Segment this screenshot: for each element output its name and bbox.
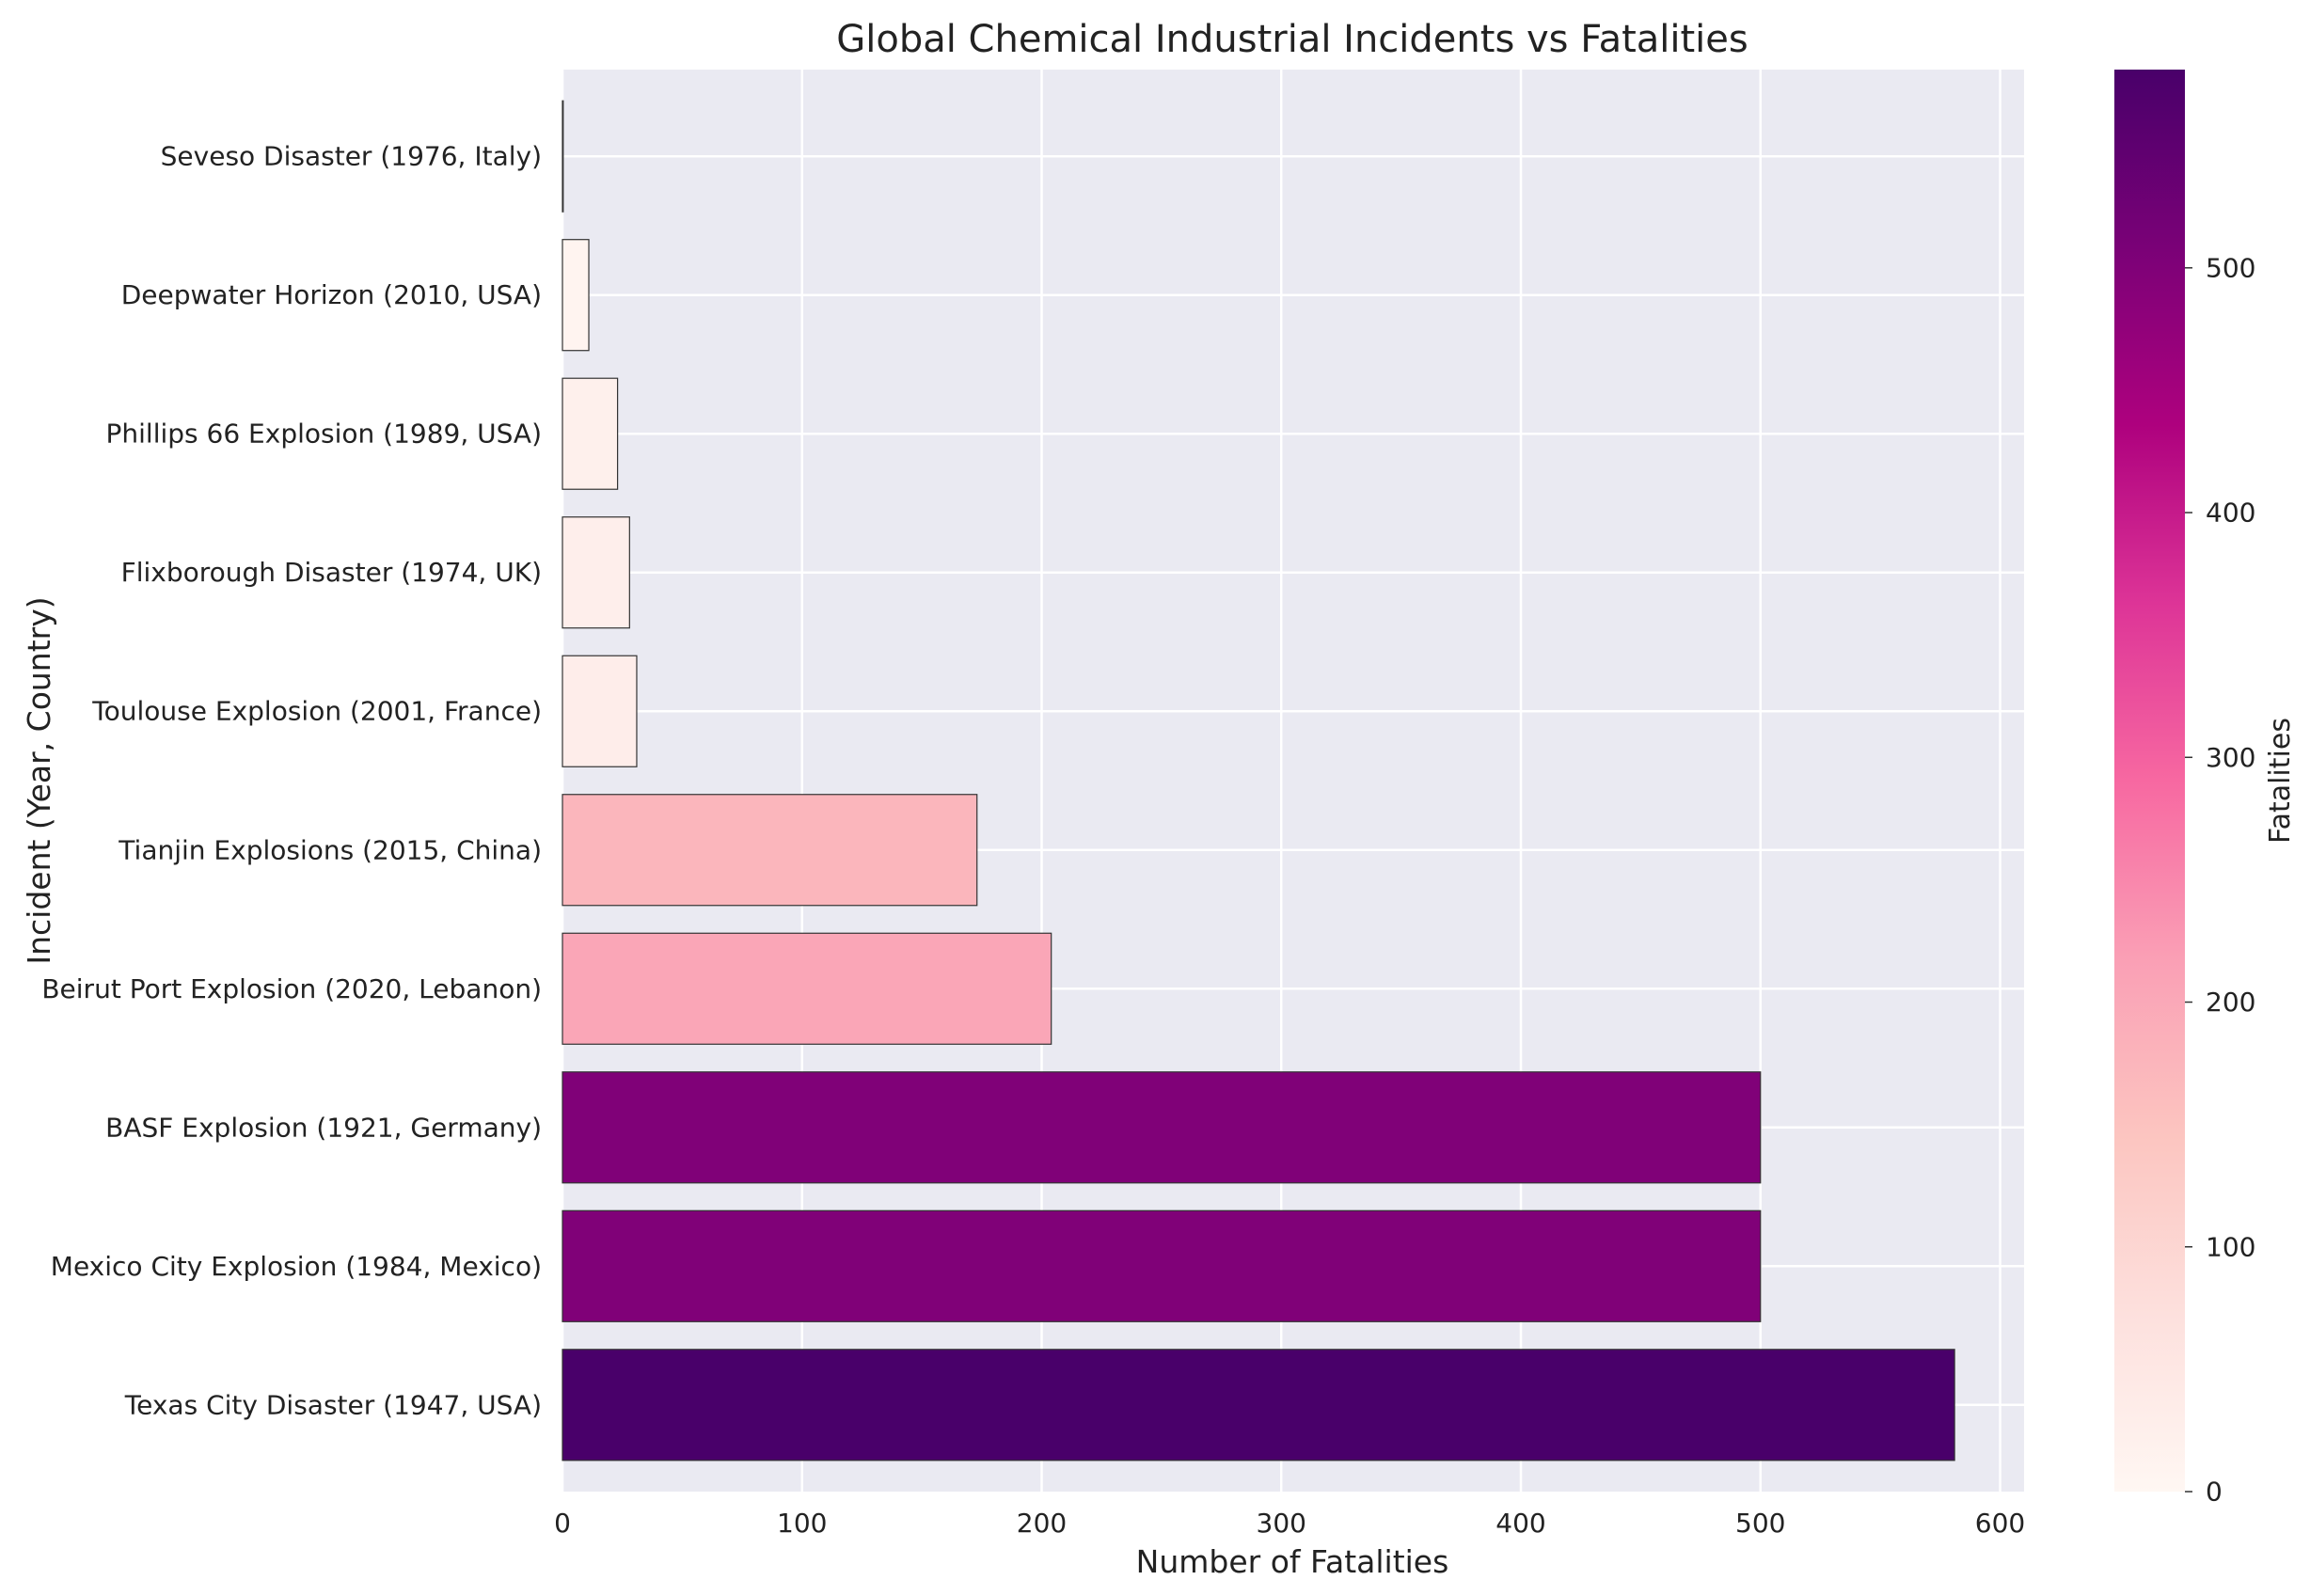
x-tick-label: 600: [1975, 1508, 2025, 1539]
chart-title: Global Chemical Industrial Incidents vs …: [836, 18, 1748, 61]
colorbar-tick-label: 300: [2206, 742, 2255, 773]
colorbar-tick-label: 100: [2206, 1231, 2255, 1262]
x-axis-label: Number of Fatalities: [1136, 1543, 1449, 1580]
colorbar: [2114, 70, 2185, 1492]
bar: [562, 239, 590, 352]
y-tick-label: Phillips 66 Explosion (1989, USA): [106, 419, 542, 450]
y-tick-label: Deepwater Horizon (2010, USA): [121, 279, 542, 310]
bar: [562, 655, 638, 767]
x-tick-label: 500: [1735, 1508, 1785, 1539]
bar: [562, 1071, 1762, 1184]
y-tick-label: Texas City Disaster (1947, USA): [124, 1389, 542, 1420]
bar: [562, 1209, 1762, 1322]
y-tick-label: Tianjin Explosions (2015, China): [118, 834, 542, 865]
bar: [562, 1349, 1955, 1462]
x-tick-label: 300: [1257, 1508, 1306, 1539]
bar: [562, 516, 630, 629]
y-tick-labels: Texas City Disaster (1947, USA) Mexico Ci…: [41, 141, 542, 1421]
y-tick-label: BASF Explosion (1921, Germany): [105, 1112, 542, 1143]
bars: [562, 100, 1955, 1462]
colorbar-ticks: 0 100 200 300 400 500: [2185, 252, 2255, 1508]
colorbar-tick-label: 400: [2206, 498, 2255, 529]
y-tick-label: Seveso Disaster (1976, Italy): [161, 141, 542, 172]
bar: [562, 932, 1052, 1045]
y-axis-label: Incident (Year, Country): [21, 596, 57, 964]
y-tick-label: Mexico City Explosion (1984, Mexico): [51, 1251, 542, 1282]
x-tick-label: 200: [1017, 1508, 1067, 1539]
x-tick-label: 100: [777, 1508, 827, 1539]
colorbar-label: Fatalities: [2264, 718, 2297, 844]
x-tick-label: 400: [1495, 1508, 1545, 1539]
colorbar-tick-label: 200: [2206, 987, 2255, 1018]
x-tick-labels: 0 100 200 300 400 500 600: [554, 1508, 2025, 1539]
y-tick-label: Flixborough Disaster (1974, UK): [121, 557, 542, 588]
bar: [562, 377, 619, 490]
bar: [562, 794, 978, 907]
y-tick-label: Toulouse Explosion (2001, France): [91, 696, 542, 727]
x-tick-label: 0: [554, 1508, 571, 1539]
colorbar-tick-label: 0: [2206, 1477, 2223, 1508]
y-tick-label: Beirut Port Explosion (2020, Lebanon): [41, 973, 542, 1004]
bar: [562, 100, 564, 213]
colorbar-tick-label: 500: [2206, 252, 2255, 283]
